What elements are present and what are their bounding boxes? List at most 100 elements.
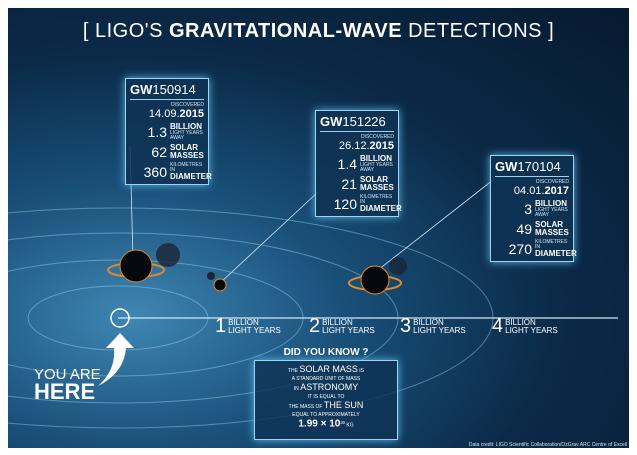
title-tail: DETECTIONS [408,20,542,42]
mass-label: SOLAR MASSES [170,144,204,160]
infographic: [ LIGO'S GRAVITATIONAL-WAVE DETECTIONS ]… [8,8,629,448]
mass-value: 21 [341,176,357,192]
mass-unit: SOLAR MASSES [360,176,394,192]
credit: Data credit: LIGO Scientific Collaborati… [469,442,627,448]
dyk-text: THE MASS OF [289,404,323,410]
distance-value: 1.3 [148,124,167,140]
dyk-heading: DID YOU KNOW ? [255,347,397,359]
mass-unit: SOLAR MASSES [170,144,204,160]
dyk-text: SOLAR MASS [299,364,358,374]
diameter-value: 270 [509,241,532,257]
distance-number: 4 [492,315,503,338]
card-header: GW150914 [130,82,204,100]
distance-note: LIGHT YEARS [228,327,281,335]
date-day: 26.12. [339,140,370,152]
distance-label: BILLIONLIGHT YEARS AWAY [170,123,204,141]
mass-label: SOLAR MASSES [360,176,394,192]
event-prefix: GW [320,114,342,129]
diameter-value: 360 [144,164,167,180]
dyk-line: 1.99 × 1030 KG [255,419,397,430]
mass-label: SOLAR MASSES [535,221,569,237]
distance-note: LIGHT YEARS AWAY [535,208,569,218]
event-id: 151226 [342,114,385,129]
black-hole [207,272,215,280]
discovered-row: DISCOVERED26.12.2015 [320,135,394,152]
distance-value: 3 [524,201,532,217]
leader [220,192,318,283]
diameter-unit: DIAMETER [535,250,569,258]
dyk-unit: KG [346,423,353,429]
card-header: GW170104 [495,159,569,177]
event-prefix: GW [495,159,517,174]
distance-note: LIGHT YEARS AWAY [170,131,204,141]
distance-number: 2 [309,315,320,338]
distance-text: BILLIONLIGHT YEARS [413,319,466,335]
dyk-text: ASTRONOMY [300,382,358,392]
date-year: 2015 [180,108,204,120]
black-hole [214,279,226,291]
detection-card: GW151226 DISCOVERED26.12.2015 1.4BILLIONLI… [315,110,399,217]
detection-card: GW170104DISCOVERED04.01.20173BILLIONLIGH… [490,155,574,262]
title: [ LIGO'S GRAVITATIONAL-WAVE DETECTIONS ] [8,20,629,43]
date-day: 04.01. [514,185,545,197]
date: 26.12.2015 [339,140,394,152]
distance-value: 1.4 [338,156,357,172]
arrow [98,333,134,386]
distance-note: LIGHT YEARS [413,327,466,335]
mass-unit: SOLAR MASSES [535,221,569,237]
event-prefix: GW [130,82,152,97]
dyk-text: IN [294,386,299,392]
dyk-line: THE MASS OF THE SUN [255,401,397,411]
event-id: 170104 [517,159,560,174]
diameter-row: 360KILOMETRES INDIAMETER [130,163,204,181]
event-id: 150914 [152,82,195,97]
distance-note: LIGHT YEARS AWAY [360,163,394,173]
black-hole [361,266,389,294]
diameter-unit: DIAMETER [360,205,394,213]
distance-number: 3 [400,315,411,338]
black-holes [108,243,407,294]
date: 14.09.2015 [149,108,204,120]
page: LIGO gravitational-wave detections {"tit… [0,0,637,455]
dyk-exponent: 30 [340,420,345,425]
dyk-text: THE SUN [324,400,364,410]
body: [ LIGO'S GRAVITATIONAL-WAVE DETECTIONS ]… [0,0,637,455]
title-lead: LIGO'S [95,20,163,42]
dyk-value: 1.99 × 10 [298,419,340,430]
mass-value: 62 [151,144,167,160]
distance-label: 4BILLIONLIGHT YEARS [492,315,558,338]
dyk-text: IS [359,368,364,374]
diameter-unit: DIAMETER [170,173,204,181]
title-bold: GRAVITATIONAL-WAVE [169,20,402,42]
black-hole [389,257,407,275]
date-day: 14.09. [149,108,180,120]
date-year: 2017 [545,185,569,197]
distance-number: 1 [215,315,226,338]
diameter-value: 120 [334,196,357,212]
dyk-line: THE SOLAR MASS IS [255,365,397,375]
distance-note: LIGHT YEARS [322,327,375,335]
distance-note: LIGHT YEARS [505,327,558,335]
dyk-line: IN ASTRONOMY [255,383,397,393]
black-hole [120,250,152,282]
card-header: GW151226 [320,114,394,132]
date: 04.01.2017 [514,185,569,197]
